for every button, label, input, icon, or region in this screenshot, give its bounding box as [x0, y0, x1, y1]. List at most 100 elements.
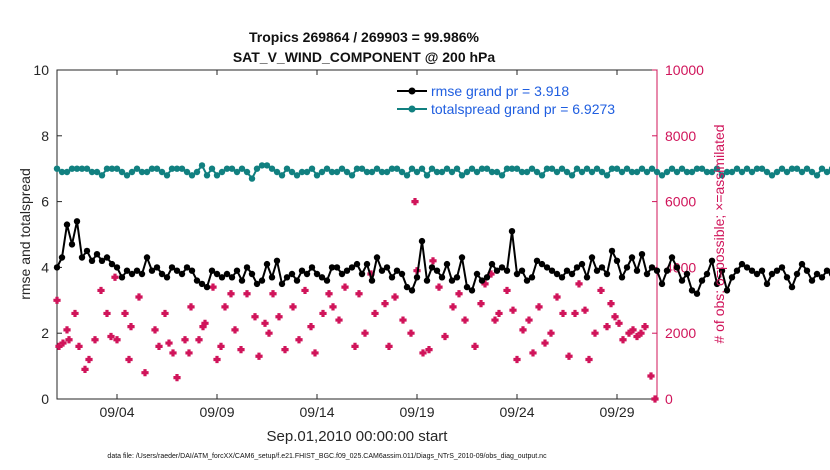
totalspread-point [358, 165, 366, 172]
totalspread-point [348, 172, 356, 179]
rmse-point [703, 270, 711, 278]
totalspread-point [238, 165, 246, 172]
totalspread-point [258, 162, 266, 169]
rmse-point [468, 287, 476, 294]
obs-point [441, 332, 449, 341]
obs-point [629, 326, 637, 334]
right-y-tick-label: 10000 [665, 62, 704, 78]
obs-point [341, 283, 349, 291]
obs-point [213, 355, 221, 364]
obs-point [59, 339, 67, 347]
totalspread-point [458, 172, 466, 179]
totalspread-point [693, 165, 701, 172]
rmse-point [693, 290, 701, 297]
obs-point [509, 306, 517, 314]
totalspread-point [193, 168, 201, 176]
totalspread-point [578, 168, 586, 176]
obs-point [513, 355, 521, 364]
obs-point [615, 319, 623, 327]
obs-point [221, 303, 229, 311]
totalspread-point [138, 168, 146, 176]
rmse-point [778, 264, 786, 271]
totalspread-point [778, 165, 786, 172]
totalspread-point [663, 168, 671, 176]
rmse-point [183, 264, 191, 271]
rmse-point [358, 270, 366, 278]
rmse-point [583, 274, 591, 281]
totalspread-point [743, 165, 751, 172]
obs-point [429, 257, 437, 265]
obs-point [535, 303, 543, 311]
totalspread-point [708, 168, 716, 176]
totalspread-point [768, 172, 776, 179]
totalspread-point [233, 168, 241, 176]
totalspread-point [58, 168, 66, 176]
rmse-point [258, 277, 266, 284]
totalspread-point [588, 168, 596, 176]
rmse-point [223, 270, 231, 278]
totalspread-point [543, 165, 551, 172]
rmse-point [313, 270, 321, 278]
rmse-point [678, 277, 686, 284]
rmse-point [438, 274, 446, 281]
totalspread-point [518, 168, 526, 176]
rmse-point [773, 267, 781, 274]
rmse-point [658, 280, 666, 288]
rmse-point [393, 267, 401, 274]
rmse-point [133, 267, 141, 274]
obs-point [107, 332, 115, 341]
obs-point [185, 349, 193, 357]
right-axis-label: # of obs: o=possible; ×=assimilated [711, 124, 727, 343]
totalspread-point [63, 168, 71, 176]
totalspread-point [153, 165, 161, 172]
totalspread-point [388, 165, 396, 172]
totalspread-point [608, 165, 616, 172]
legend: rmse grand pr = 3.918 totalspread grand … [397, 83, 615, 117]
obs-point [121, 309, 129, 318]
totalspread-point [478, 165, 486, 172]
rmse-point [698, 277, 706, 284]
obs-point [75, 342, 83, 350]
rmse-point [638, 251, 646, 258]
totalspread-point [738, 168, 746, 176]
totalspread-point [273, 168, 281, 176]
legend-rmse-label: rmse grand pr = 3.918 [431, 83, 569, 99]
left-y-tick-label: 6 [41, 194, 49, 210]
totalspread-point [438, 168, 446, 176]
totalspread-point [408, 165, 416, 172]
totalspread-point [298, 168, 306, 176]
rmse-point [728, 274, 736, 281]
rmse-point [608, 247, 616, 255]
totalspread-point [623, 165, 631, 172]
rmse-point [748, 267, 756, 274]
totalspread-point [353, 165, 361, 172]
x-axis: 09/04 09/09 09/14 09/19 09/24 09/29 [99, 70, 635, 420]
obs-point [581, 306, 589, 314]
totalspread-point [373, 165, 381, 172]
totalspread-point [368, 168, 376, 176]
rmse-point [163, 274, 171, 281]
obs-point [519, 326, 527, 334]
obs-point [307, 323, 315, 331]
rmse-point [428, 264, 436, 271]
totalspread-point [188, 172, 196, 179]
totalspread-point [218, 168, 226, 176]
rmse-point [613, 257, 621, 264]
obs-point [425, 346, 433, 354]
obs-point-outlier [411, 198, 419, 206]
rmse-series [53, 218, 830, 297]
obs-point [125, 355, 133, 364]
footer-data-file: data file: /Users/raeder/DAI/ATM_forcXX/… [107, 453, 547, 460]
totalspread-point [198, 162, 206, 169]
totalspread-point [763, 168, 771, 176]
rmse-point [353, 260, 361, 268]
rmse-point [103, 254, 111, 261]
totalspread-point [528, 165, 536, 172]
totalspread-point [293, 172, 301, 179]
obs-point [435, 283, 443, 291]
obs-point [91, 336, 99, 344]
rmse-point [563, 267, 571, 274]
rmse-point [333, 264, 341, 271]
obs-point [449, 303, 457, 311]
rmse-point [538, 260, 546, 268]
